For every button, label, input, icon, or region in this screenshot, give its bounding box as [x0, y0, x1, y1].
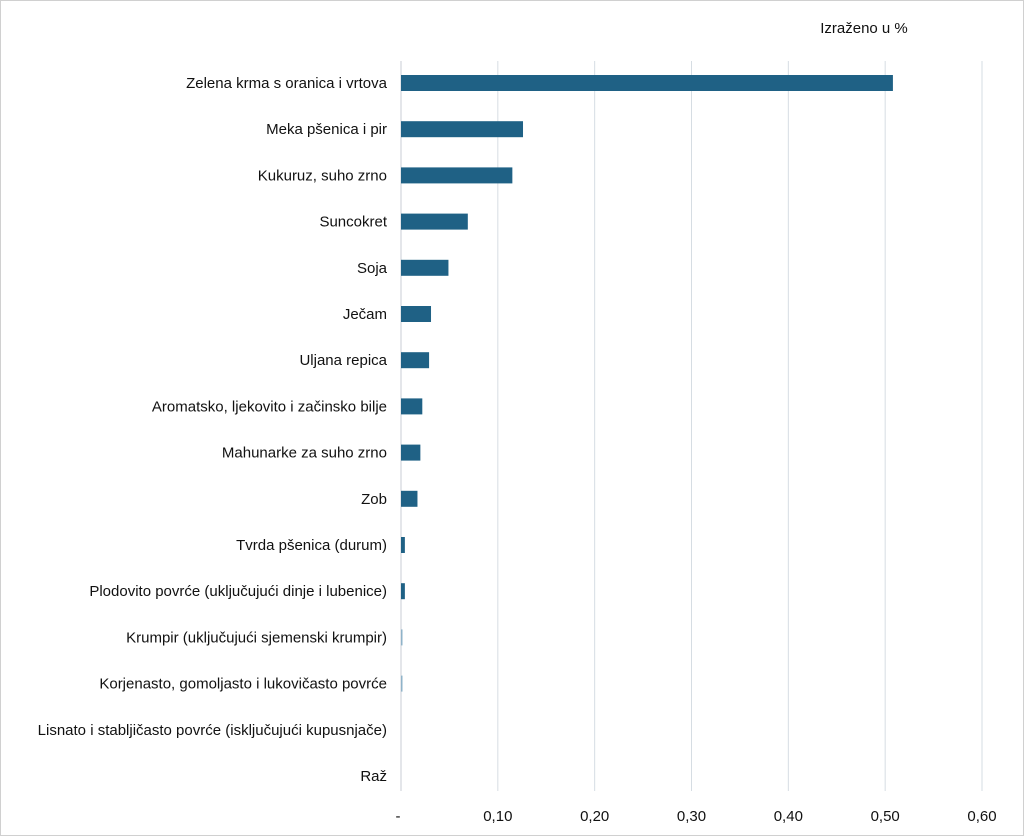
bar — [401, 583, 405, 600]
category-labels: Zelena krma s oranica i vrtova Meka pšeni… — [38, 75, 388, 785]
category-label: Korjenasto, gomoljasto i lukovičasto pov… — [99, 676, 387, 693]
category-label: Uljana repica — [299, 352, 387, 369]
category-label: Tvrda pšenica (durum) — [236, 537, 387, 554]
x-tick-label: 0,60 — [967, 808, 996, 825]
category-label: Raž — [360, 768, 387, 785]
bar — [401, 213, 468, 230]
x-tick-label: 0,30 — [677, 808, 706, 825]
x-tick-label: 0,50 — [871, 808, 900, 825]
category-label: Soja — [357, 260, 388, 277]
category-label: Zelena krma s oranica i vrtova — [186, 75, 388, 92]
bar — [401, 537, 405, 553]
bar — [401, 306, 432, 322]
x-tick-label: 0,10 — [483, 808, 512, 825]
bar — [401, 352, 430, 369]
bar — [401, 167, 513, 184]
category-label: Suncokret — [319, 214, 387, 231]
category-label: Ječam — [343, 306, 387, 323]
x-tick-label: 0,40 — [774, 808, 803, 825]
x-tick-label: - — [396, 808, 401, 825]
bar — [401, 490, 418, 507]
x-tick-label: 0,20 — [580, 808, 609, 825]
category-label: Krumpir (uključujući sjemenski krumpir) — [126, 629, 387, 646]
category-label: Aromatsko, ljekovito i začinsko bilje — [152, 398, 387, 415]
category-label: Meka pšenica i pir — [266, 121, 387, 138]
bars — [401, 75, 893, 692]
x-tick-labels: - 0,10 0,20 0,30 0,40 0,50 0,60 — [396, 808, 997, 825]
category-label: Kukuruz, suho zrno — [258, 167, 387, 184]
category-label: Zob — [361, 491, 387, 508]
bar — [401, 121, 524, 138]
category-label: Lisnato i stabljičasto povrće (isključuj… — [38, 722, 387, 739]
bar — [401, 259, 449, 276]
bar — [401, 398, 423, 415]
category-label: Plodovito povrće (uključujući dinje i lu… — [89, 583, 387, 600]
category-label: Mahunarke za suho zrno — [222, 445, 387, 462]
bar — [401, 444, 421, 461]
unit-note: Izraženo u % — [820, 20, 908, 37]
bar — [401, 629, 403, 646]
bar — [401, 75, 893, 91]
bar — [401, 675, 403, 692]
